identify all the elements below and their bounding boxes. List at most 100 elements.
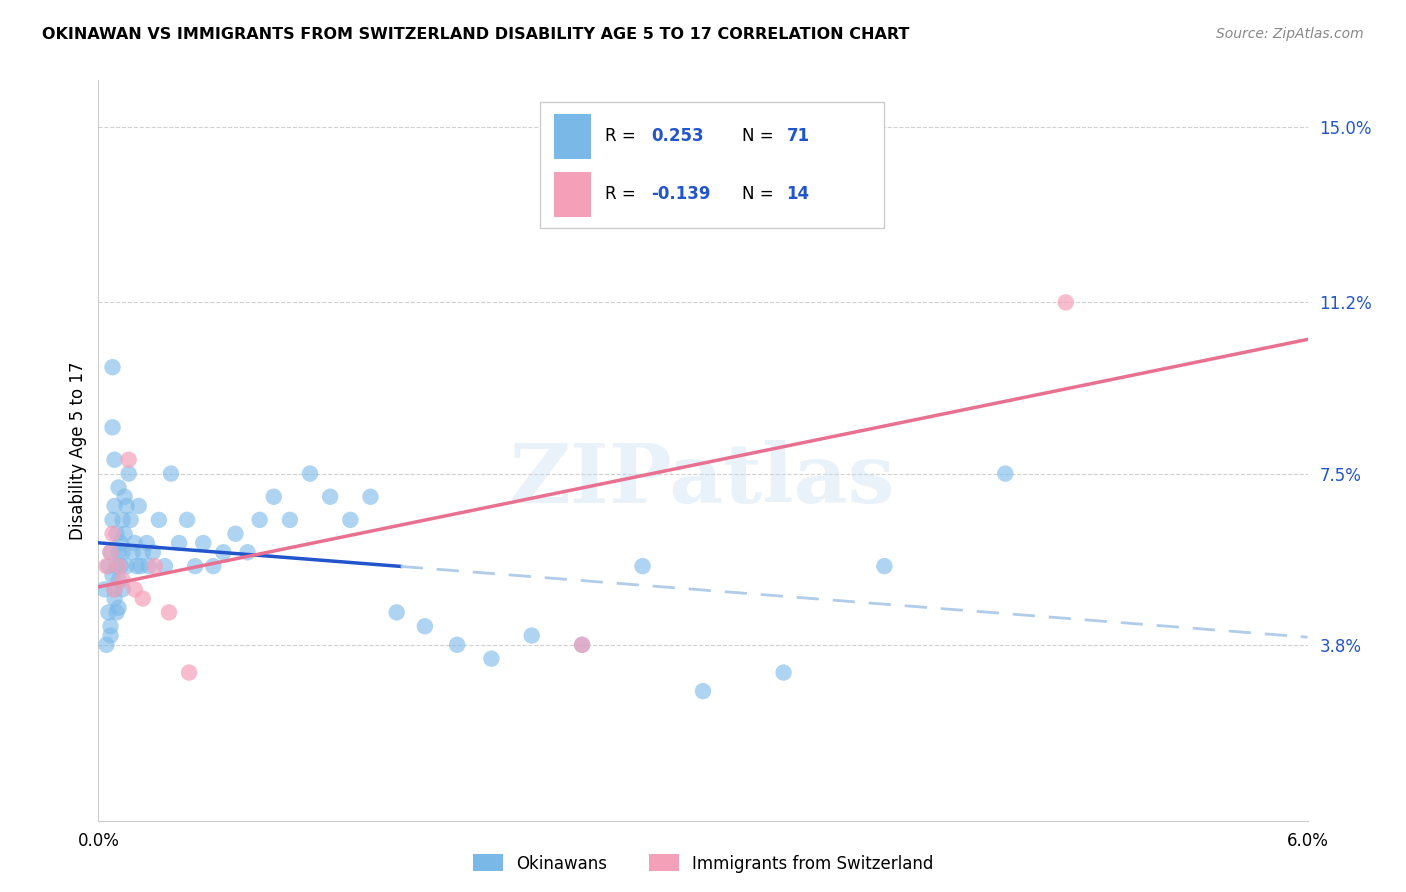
Text: Source: ZipAtlas.com: Source: ZipAtlas.com [1216, 27, 1364, 41]
Point [103, 452, 125, 467]
Point [236, 545, 259, 559]
Point [118, 452, 141, 467]
Point [148, 513, 170, 527]
Point [124, 582, 146, 597]
Point [385, 606, 408, 620]
Point [212, 545, 235, 559]
Point [135, 536, 157, 550]
Text: 71: 71 [786, 128, 810, 145]
Point [571, 638, 593, 652]
Text: R =: R = [605, 186, 641, 203]
Point [413, 619, 436, 633]
Bar [540, 103, 884, 228]
Point [103, 582, 125, 597]
Point [132, 545, 155, 559]
Text: ZIPatlas: ZIPatlas [510, 440, 896, 520]
Point [994, 467, 1017, 481]
Point [111, 573, 134, 587]
Point [249, 513, 271, 527]
Point [96, 638, 118, 652]
Point [105, 559, 128, 574]
Point [115, 499, 138, 513]
Point [179, 665, 201, 680]
Point [105, 526, 128, 541]
Point [299, 467, 322, 481]
Point [263, 490, 285, 504]
Point [138, 559, 160, 574]
Point [153, 559, 176, 574]
Point [107, 559, 129, 574]
Bar [554, 172, 591, 217]
Point [143, 559, 166, 574]
Y-axis label: Disability Age 5 to 17: Disability Age 5 to 17 [69, 361, 87, 540]
Point [160, 467, 183, 481]
Point [520, 628, 543, 642]
Point [184, 559, 207, 574]
Point [873, 559, 896, 574]
Point [692, 684, 714, 698]
Point [101, 360, 124, 375]
Point [97, 606, 120, 620]
Point [96, 559, 118, 574]
Point [105, 606, 128, 620]
Point [278, 513, 301, 527]
Point [97, 559, 120, 574]
Bar [554, 114, 591, 159]
Point [101, 526, 124, 541]
Point [101, 568, 124, 582]
Point [124, 536, 146, 550]
Point [128, 499, 150, 513]
Point [339, 513, 361, 527]
Point [103, 591, 125, 606]
Point [224, 526, 246, 541]
Point [115, 559, 138, 574]
Point [319, 490, 342, 504]
Point [107, 600, 129, 615]
Text: N =: N = [742, 128, 779, 145]
Point [100, 628, 122, 642]
Point [107, 480, 129, 494]
Legend: Okinawans, Immigrants from Switzerland: Okinawans, Immigrants from Switzerland [465, 847, 941, 880]
Point [101, 513, 124, 527]
Text: 14: 14 [786, 186, 810, 203]
Point [631, 559, 654, 574]
Point [110, 536, 132, 550]
Point [93, 582, 115, 597]
Text: N =: N = [742, 186, 779, 203]
Point [132, 591, 155, 606]
Point [481, 651, 503, 665]
Point [129, 559, 152, 574]
Point [167, 536, 190, 550]
Text: 0.253: 0.253 [651, 128, 703, 145]
Point [107, 573, 129, 587]
Point [110, 559, 132, 574]
Text: R =: R = [605, 128, 641, 145]
Point [114, 526, 136, 541]
Point [125, 559, 148, 574]
Point [111, 545, 134, 559]
Point [1054, 295, 1077, 310]
Point [571, 638, 593, 652]
Point [772, 665, 794, 680]
Point [118, 467, 141, 481]
Point [446, 638, 468, 652]
Point [100, 619, 122, 633]
Point [202, 559, 225, 574]
Point [103, 582, 125, 597]
Point [100, 545, 122, 559]
Point [157, 606, 180, 620]
Point [120, 513, 142, 527]
Point [101, 420, 124, 434]
Point [100, 545, 122, 559]
Point [107, 545, 129, 559]
Text: OKINAWAN VS IMMIGRANTS FROM SWITZERLAND DISABILITY AGE 5 TO 17 CORRELATION CHART: OKINAWAN VS IMMIGRANTS FROM SWITZERLAND … [42, 27, 910, 42]
Point [114, 490, 136, 504]
Point [142, 545, 165, 559]
Point [121, 545, 143, 559]
Point [111, 513, 134, 527]
Text: -0.139: -0.139 [651, 186, 710, 203]
Point [360, 490, 382, 504]
Point [111, 582, 134, 597]
Point [193, 536, 215, 550]
Point [103, 499, 125, 513]
